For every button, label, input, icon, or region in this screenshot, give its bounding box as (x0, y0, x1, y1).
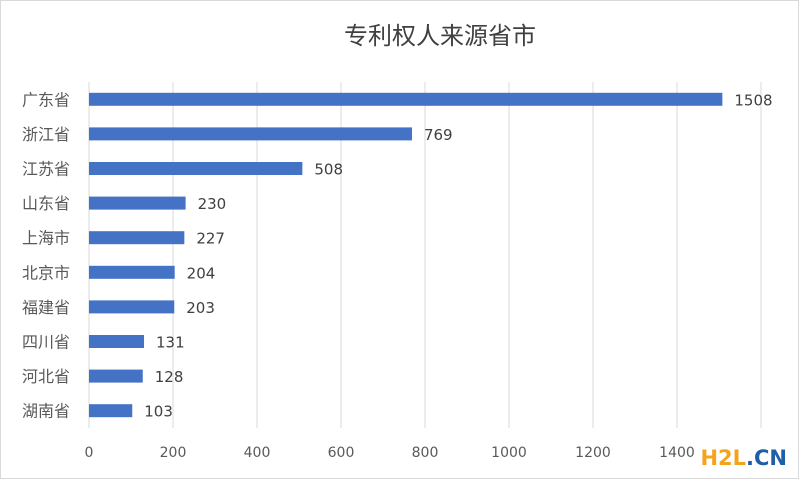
x-tick-label: 400 (244, 445, 271, 461)
watermark-cn: CN (754, 446, 787, 470)
watermark-l: L (732, 446, 747, 470)
x-tick-label: 600 (328, 445, 355, 461)
bar (89, 196, 186, 210)
bar (89, 265, 175, 279)
data-label: 227 (196, 230, 225, 248)
bar (89, 127, 412, 141)
chart-title: 专利权人来源省市 (344, 22, 536, 50)
watermark-h2: H2 (700, 446, 733, 470)
bar (89, 404, 133, 418)
data-label: 1508 (734, 91, 772, 109)
data-label: 103 (144, 403, 173, 421)
y-category-label: 广东省 (22, 90, 70, 109)
y-category-label: 福建省 (22, 298, 70, 317)
y-category-label: 湖南省 (22, 402, 70, 421)
x-axis-ticks: 02004006008001000120014001600 (85, 445, 779, 461)
y-category-label: 浙江省 (22, 125, 70, 144)
data-label: 204 (187, 264, 216, 282)
data-label: 203 (186, 299, 215, 317)
data-label: 128 (155, 368, 184, 386)
x-tick-label: 1000 (491, 445, 527, 461)
x-tick-label: 800 (412, 445, 439, 461)
h2l-watermark-logo: H2L.CN (697, 446, 789, 470)
data-label: 230 (198, 195, 227, 213)
bar (89, 335, 145, 348)
bar (89, 231, 185, 245)
bar (89, 300, 175, 314)
data-label: 131 (156, 334, 185, 352)
y-category-label: 四川省 (22, 333, 70, 352)
bars (89, 92, 723, 418)
x-tick-label: 1200 (575, 445, 611, 461)
bar (89, 92, 723, 106)
y-category-label: 河北省 (22, 367, 70, 386)
y-category-label: 江苏省 (22, 160, 70, 179)
x-tick-label: 0 (85, 445, 94, 461)
bar (89, 162, 303, 175)
y-category-label: 上海市 (22, 229, 70, 248)
data-label: 508 (314, 161, 343, 179)
x-tick-label: 1400 (659, 445, 695, 461)
data-label: 769 (424, 126, 453, 144)
y-category-label: 山东省 (22, 194, 70, 213)
y-category-label: 北京市 (22, 263, 70, 282)
x-tick-label: 200 (160, 445, 187, 461)
watermark-dot: . (746, 446, 754, 470)
bar (89, 369, 143, 383)
